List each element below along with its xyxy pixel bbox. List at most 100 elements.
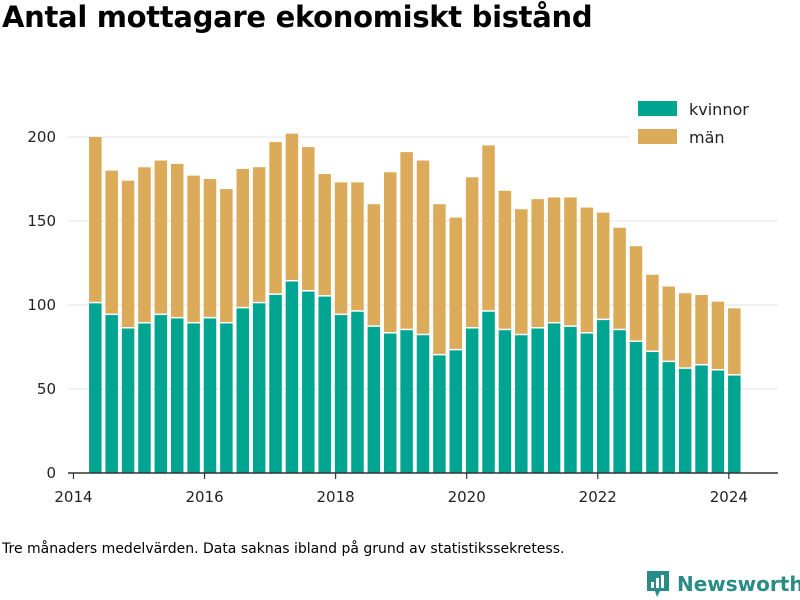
x-tick-label: 2022 — [579, 488, 617, 506]
bar-man[interactable] — [269, 142, 282, 294]
bar-kvinnor[interactable] — [367, 326, 381, 473]
y-tick-label: 200 — [27, 128, 56, 146]
bar-kvinnor[interactable] — [547, 323, 561, 473]
stacked-bar-chart: 0 50 100 150 200 2014 2016 2018 2020 2022 2024 kvi… — [27, 95, 778, 506]
bar-man[interactable] — [547, 197, 561, 322]
bar-man[interactable] — [711, 301, 725, 370]
bar-kvinnor[interactable] — [580, 333, 594, 473]
y-tick-label: 100 — [27, 296, 56, 314]
bar-man[interactable] — [596, 212, 610, 319]
y-tick-label: 50 — [37, 380, 56, 398]
bar-kvinnor[interactable] — [334, 315, 348, 473]
page-title: Antal mottagare ekonomiskt bistånd — [2, 0, 593, 34]
bar-man[interactable] — [252, 167, 266, 302]
bar-kvinnor[interactable] — [711, 370, 725, 473]
bar-kvinnor[interactable] — [400, 330, 413, 473]
bar-man[interactable] — [302, 147, 315, 291]
bar-kvinnor[interactable] — [220, 323, 233, 473]
bar-kvinnor[interactable] — [105, 315, 118, 473]
bar-kvinnor[interactable] — [89, 303, 102, 473]
bar-kvinnor[interactable] — [154, 315, 168, 473]
bar-man[interactable] — [498, 190, 512, 329]
bar-man[interactable] — [449, 217, 463, 349]
bar-kvinnor[interactable] — [465, 328, 479, 473]
bar-man[interactable] — [646, 274, 659, 351]
bar-kvinnor[interactable] — [515, 335, 528, 473]
bar-kvinnor[interactable] — [187, 323, 200, 473]
bar-man[interactable] — [203, 179, 217, 317]
bar-man[interactable] — [170, 163, 184, 317]
bar-man[interactable] — [383, 172, 397, 333]
bar-kvinnor[interactable] — [449, 350, 463, 473]
bar-kvinnor[interactable] — [351, 311, 364, 473]
bar-kvinnor[interactable] — [646, 352, 659, 473]
bar-man[interactable] — [416, 160, 430, 334]
bar-man[interactable] — [334, 182, 348, 314]
x-tick-label: 2020 — [448, 488, 486, 506]
bar-man[interactable] — [662, 286, 676, 361]
bar-kvinnor[interactable] — [252, 303, 266, 473]
bar-man[interactable] — [187, 175, 200, 322]
footnote: Tre månaders medelvärden. Data saknas ib… — [2, 541, 565, 557]
bar-man[interactable] — [351, 182, 364, 311]
bar-kvinnor[interactable] — [564, 326, 577, 473]
x-tick-label: 2016 — [185, 488, 223, 506]
x-tick-label: 2014 — [54, 488, 92, 506]
bar-man[interactable] — [613, 227, 626, 329]
bar-man[interactable] — [695, 294, 708, 364]
bar-kvinnor[interactable] — [482, 311, 495, 473]
axes: 0 50 100 150 200 2014 2016 2018 2020 2022 2024 — [27, 128, 778, 506]
bar-kvinnor[interactable] — [236, 308, 250, 473]
bar-kvinnor[interactable] — [318, 296, 331, 473]
bar-man[interactable] — [236, 168, 250, 307]
bar-man[interactable] — [220, 189, 233, 322]
brand-name: Newsworthy — [677, 572, 800, 596]
bar-man[interactable] — [154, 160, 168, 314]
bar-kvinnor[interactable] — [596, 320, 610, 473]
bar-man[interactable] — [728, 308, 741, 375]
bar-man[interactable] — [400, 152, 413, 329]
x-tick-label: 2018 — [317, 488, 355, 506]
bar-kvinnor[interactable] — [383, 333, 397, 473]
brand[interactable]: Newsworthy — [645, 568, 800, 600]
bar-kvinnor[interactable] — [662, 362, 676, 473]
bar-man[interactable] — [515, 209, 528, 334]
legend: kvinnor män — [630, 95, 778, 159]
bar-man[interactable] — [285, 133, 299, 280]
bar-man[interactable] — [580, 207, 594, 333]
bar-man[interactable] — [629, 246, 643, 341]
bar-man[interactable] — [564, 197, 577, 326]
bar-man[interactable] — [531, 199, 544, 328]
bar-kvinnor[interactable] — [433, 355, 446, 473]
bar-man[interactable] — [105, 170, 118, 314]
bar-man[interactable] — [318, 173, 331, 296]
bar-kvinnor[interactable] — [629, 341, 643, 473]
bar-man[interactable] — [482, 145, 495, 311]
bar-man[interactable] — [89, 137, 102, 302]
bar-man[interactable] — [367, 204, 381, 326]
bar-kvinnor[interactable] — [498, 330, 512, 473]
bar-man[interactable] — [465, 177, 479, 328]
legend-swatch — [638, 129, 677, 144]
bar-kvinnor[interactable] — [203, 318, 217, 473]
bar-kvinnor[interactable] — [269, 294, 282, 473]
bar-kvinnor[interactable] — [695, 365, 708, 473]
bar-kvinnor[interactable] — [170, 318, 184, 473]
bar-kvinnor[interactable] — [678, 368, 692, 473]
bar-kvinnor[interactable] — [285, 281, 299, 473]
bar-man[interactable] — [678, 293, 692, 368]
bar-man[interactable] — [433, 204, 446, 354]
x-tick-label: 2024 — [710, 488, 748, 506]
bar-kvinnor[interactable] — [531, 328, 544, 473]
bar-kvinnor[interactable] — [613, 330, 626, 473]
bar-kvinnor[interactable] — [121, 328, 135, 473]
bar-kvinnor[interactable] — [302, 291, 315, 473]
bar-kvinnor[interactable] — [138, 323, 151, 473]
newsworthy-logo-icon — [647, 571, 669, 597]
legend-label: kvinnor — [689, 100, 749, 119]
bar-kvinnor[interactable] — [728, 375, 741, 473]
bar-kvinnor[interactable] — [416, 335, 430, 473]
bar-man[interactable] — [121, 180, 135, 328]
bar-man[interactable] — [138, 167, 151, 322]
legend-label: män — [689, 128, 725, 147]
